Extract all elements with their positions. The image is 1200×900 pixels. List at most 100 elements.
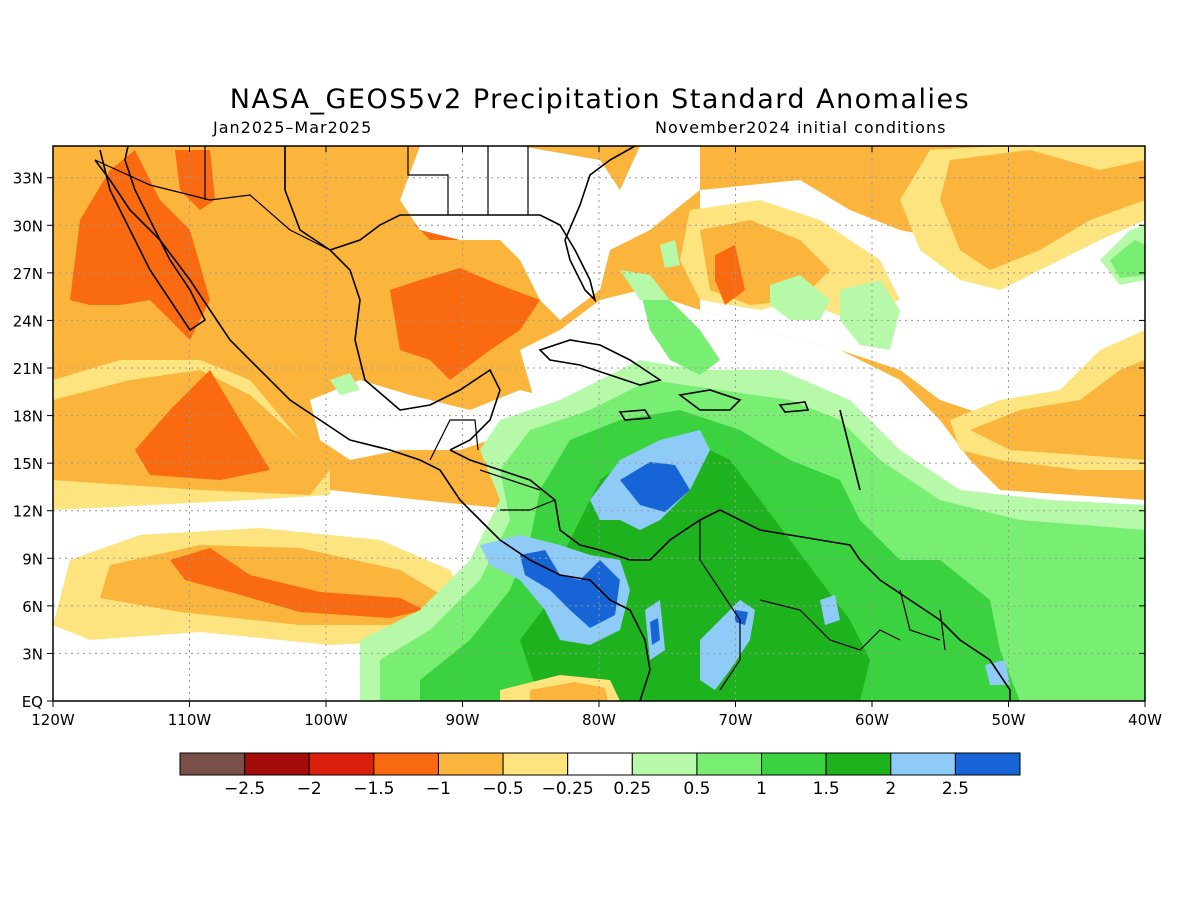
colorbar-label: 1 — [756, 779, 767, 799]
colorbar-label: 2.5 — [942, 779, 969, 799]
anomaly-atlantic-green-1 — [770, 275, 830, 320]
us-state-border-3 — [407, 146, 449, 215]
anomaly-atlantic-green-2 — [840, 280, 900, 350]
colorbar-swatch — [761, 752, 827, 776]
anomaly-venezuela-light-blue — [820, 595, 840, 625]
south-america-north-coast — [649, 509, 1011, 701]
y-tick-label: EQ — [22, 693, 43, 711]
anomaly-florida-green — [660, 240, 680, 268]
forecast-period: Jan2025–Mar2025 — [213, 118, 373, 137]
anomaly-pacific-dark-orange — [170, 548, 425, 618]
anomaly-equator-orange — [530, 682, 608, 701]
central-america-caribbean-coast — [449, 449, 650, 561]
colorbar-swatch — [244, 752, 310, 776]
anomaly-atlantic-orange-3 — [970, 360, 1145, 460]
y-axis: EQ 3N 6N 9N 12N 15N 18N 21N 24N 27N 30N 33N — [13, 170, 1145, 711]
colorbar: −2.5 −2 −1.5 −1 −0.5 −0.25 0.25 0.5 1 1.5 2 2.5 — [179, 752, 1021, 799]
x-axis: 120W 110W 100W 90W 80W 70W 60W 50W 40W — [31, 146, 1162, 729]
nicaragua-border — [500, 499, 556, 511]
anomaly-atlantic-white-2 — [400, 146, 700, 320]
x-tick-label: 90W — [446, 711, 480, 729]
colorbar-label: −0.5 — [482, 779, 523, 799]
colorbar-swatch — [373, 752, 439, 776]
colorbar-swatch — [502, 752, 569, 776]
y-tick-label: 33N — [13, 170, 43, 188]
anomaly-atlantic-dark-orange-1 — [715, 245, 745, 305]
initial-conditions: November2024 initial conditions — [655, 118, 947, 137]
lesser-antilles — [839, 409, 861, 491]
colorbar-label: −2.5 — [224, 779, 265, 799]
y-tick-label: 27N — [13, 265, 43, 283]
y-tick-label: 24N — [13, 312, 43, 330]
political-borders — [94, 146, 946, 691]
anomaly-atlantic-orange-2 — [940, 150, 1145, 270]
colorbar-swatch — [567, 752, 633, 776]
colorbar-label: 0.5 — [683, 779, 710, 799]
x-tick-label: 70W — [719, 711, 753, 729]
y-tick-label: 12N — [13, 503, 43, 521]
guyana-border — [899, 589, 941, 641]
y-tick-label: 6N — [22, 598, 43, 616]
honduras-border — [479, 469, 541, 491]
us-atlantic-coast — [564, 146, 636, 241]
anomaly-bahamas-green — [640, 290, 720, 375]
y-tick-label: 18N — [13, 408, 43, 426]
anomaly-caribbean-dark-blue — [620, 462, 690, 512]
y-tick-label: 30N — [13, 217, 43, 235]
anomaly-field — [53, 146, 1145, 701]
colorbar-swatch — [437, 752, 504, 776]
y-tick-label: 15N — [13, 455, 43, 473]
hispaniola-outline — [678, 389, 742, 411]
x-tick-label: 60W — [855, 711, 889, 729]
jamaica-outline — [618, 409, 652, 421]
cuba-outline — [538, 339, 662, 386]
us-mexico-border — [94, 159, 331, 251]
anomaly-bahamas-light-green — [620, 270, 670, 300]
mexico-pacific-coast — [94, 159, 651, 701]
us-gulf-coast — [329, 214, 597, 303]
anomaly-main-green-2 — [870, 560, 1000, 670]
colorbar-label: −0.25 — [542, 779, 594, 799]
x-tick-label: 110W — [168, 711, 212, 729]
y-tick-label: 3N — [22, 645, 43, 663]
chart-title: NASA_GEOS5v2 Precipitation Standard Anom… — [229, 84, 971, 115]
puerto-rico-outline — [778, 401, 810, 413]
colorbar-swatch — [631, 752, 698, 776]
colorbar-swatch — [308, 752, 375, 776]
colorbar-label: 1.5 — [813, 779, 840, 799]
anomaly-amazon-dark-blue — [735, 610, 748, 625]
anomaly-baja-dark-orange — [70, 150, 210, 340]
baja-california-coast — [99, 146, 207, 332]
suriname-border — [939, 609, 946, 651]
x-tick-label: 120W — [31, 711, 75, 729]
gulf-mexico-coast — [284, 146, 501, 451]
colorbar-label: 2 — [885, 779, 896, 799]
colorbar-swatch — [696, 752, 763, 776]
colorbar-swatch — [890, 752, 956, 776]
anomaly-pacific-dark-orange-2 — [135, 370, 270, 480]
x-tick-label: 80W — [582, 711, 616, 729]
colorbar-swatch — [179, 752, 246, 776]
x-tick-label: 40W — [1128, 711, 1162, 729]
colombia-venezuela-border — [699, 520, 741, 691]
colorbar-label: 0.25 — [613, 779, 651, 799]
anomaly-gulf-dark-orange — [390, 268, 540, 380]
colorbar-swatch — [954, 752, 1021, 776]
y-tick-label: 21N — [13, 360, 43, 378]
x-tick-label: 50W — [992, 711, 1026, 729]
anomaly-atlantic-green-4 — [1110, 240, 1145, 278]
guatemala-border — [429, 419, 479, 461]
colorbar-label: −1.5 — [353, 779, 394, 799]
venezuela-brazil-border — [759, 599, 901, 651]
y-tick-label: 9N — [22, 550, 43, 568]
x-tick-label: 100W — [304, 711, 348, 729]
coastlines — [94, 146, 1011, 701]
colorbar-swatch — [825, 752, 892, 776]
colorbar-label: −1 — [426, 779, 451, 799]
anomaly-colombia-dark-blue — [650, 618, 660, 645]
anomaly-yucatan-green — [330, 373, 360, 395]
colorbar-label: −2 — [297, 779, 322, 799]
graticule — [53, 146, 1145, 701]
anomaly-panama-dark-blue — [520, 550, 620, 628]
